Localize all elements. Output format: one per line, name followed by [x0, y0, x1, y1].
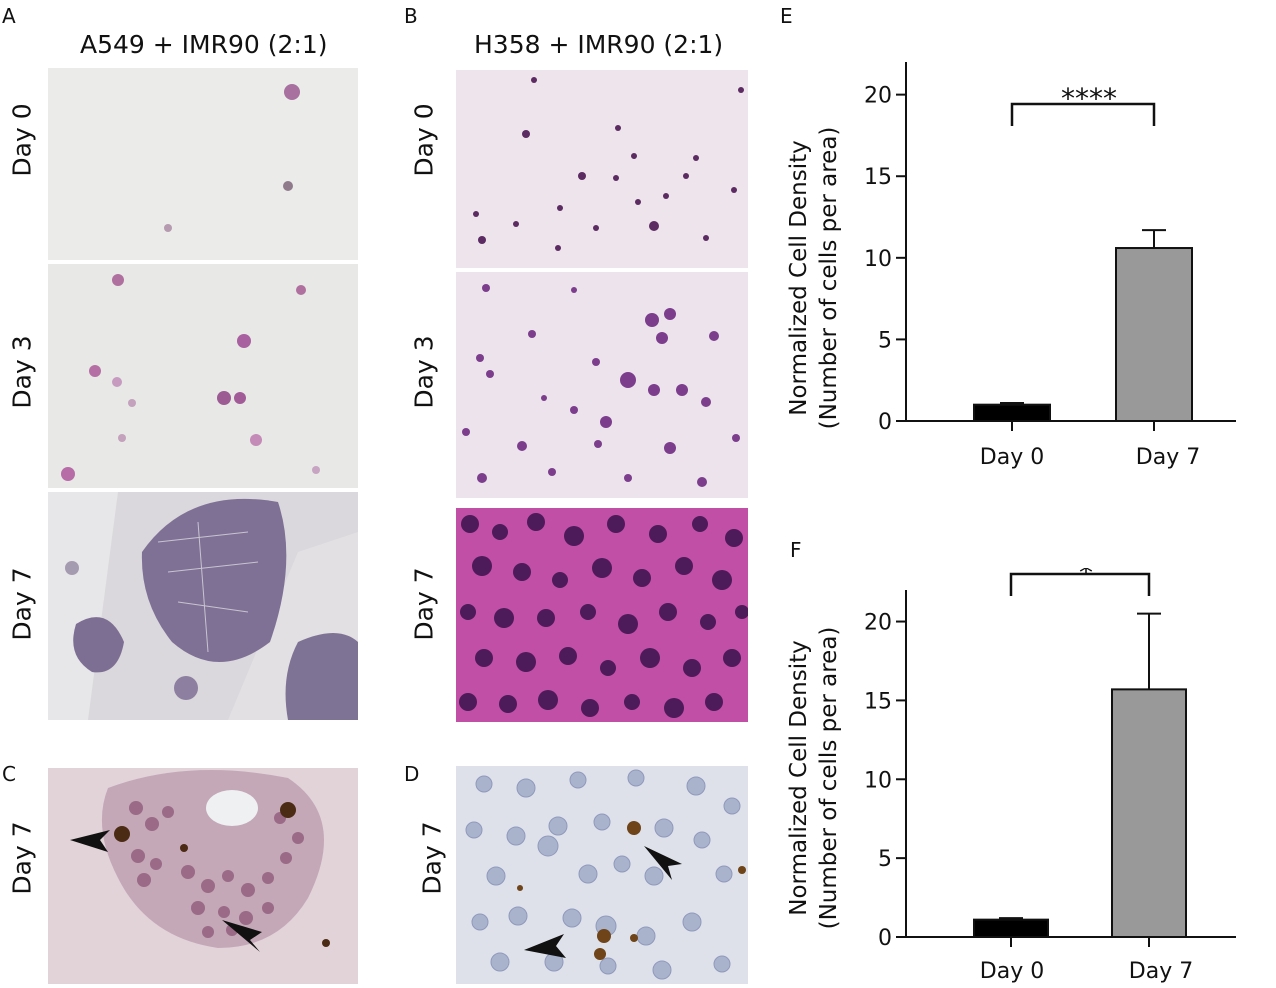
chart-f-ytick-label-0: 0: [878, 926, 892, 951]
chart-e-xtick-day0: Day 0: [980, 445, 1044, 470]
chart-f-bar-day7: [1111, 688, 1187, 938]
micrograph-a-day0: [48, 68, 358, 260]
panel-b-row-label-day3: Day 3: [409, 335, 439, 409]
chart-f-bar-day0: [973, 918, 1049, 938]
chart-f-significance-bracket: [1009, 572, 1151, 596]
chart-e: Normalized Cell Density (Number of cells…: [776, 40, 1272, 480]
micrograph-b-day0: [456, 70, 748, 268]
panel-a-row-label-day3: Day 3: [7, 335, 37, 409]
chart-e-ylabel-line2: (Number of cells per area): [816, 127, 842, 430]
micrograph-c-day7: [48, 768, 358, 984]
chart-e-bar-day7: [1115, 247, 1193, 422]
panel-letter-b: B: [404, 4, 418, 28]
chart-f: Normalized Cell Density (Number of cells…: [776, 568, 1272, 988]
chart-f-ytick-label-20: 20: [864, 611, 892, 636]
chart-f-xtick-day7: Day 7: [1129, 959, 1193, 984]
chart-f-ytick-label-5: 5: [878, 847, 892, 872]
micrograph-a-day3: [48, 264, 358, 488]
chart-e-bar-day0: [973, 403, 1051, 423]
panel-b-row-label-day7: Day 7: [409, 567, 439, 641]
panel-a-row-label-day0: Day 0: [7, 103, 37, 177]
micrograph-a-day7: [48, 492, 358, 720]
chart-e-significance: ****: [1061, 82, 1117, 115]
panel-letter-e: E: [780, 4, 793, 28]
panel-letter-f: F: [790, 538, 802, 562]
panel-b-row-label-day0: Day 0: [409, 103, 439, 177]
chart-e-ytick-label-20: 20: [864, 84, 892, 109]
micrograph-d-day7: [456, 766, 748, 984]
panel-c-row-label: Day 7: [7, 821, 37, 895]
chart-f-ylabel-line1: Normalized Cell Density: [786, 640, 812, 915]
chart-e-xtick-day7: Day 7: [1136, 445, 1200, 470]
chart-f-ylabel-line2: (Number of cells per area): [816, 627, 842, 930]
panel-a-row-label-day7: Day 7: [7, 567, 37, 641]
chart-f-significance: *: [1079, 568, 1093, 589]
panel-a-title: A549 + IMR90 (2:1): [80, 30, 328, 59]
panel-letter-d: D: [404, 762, 420, 786]
chart-e-ytick-label-10: 10: [864, 247, 892, 272]
chart-e-ytick-label-0: 0: [878, 410, 892, 435]
chart-f-xtick-day0: Day 0: [980, 959, 1044, 984]
panel-letter-a: A: [2, 4, 16, 28]
chart-f-ytick-label-10: 10: [864, 768, 892, 793]
micrograph-b-day3: [456, 272, 748, 498]
chart-f-ytick-label-15: 15: [864, 689, 892, 714]
chart-e-ytick-label-5: 5: [878, 328, 892, 353]
micrograph-b-day7: [456, 508, 748, 722]
panel-b-title: H358 + IMR90 (2:1): [474, 30, 724, 59]
chart-e-significance-bracket: [1010, 102, 1156, 126]
chart-e-ytick-label-15: 15: [864, 165, 892, 190]
panel-d-row-label: Day 7: [417, 821, 447, 895]
chart-e-ylabel-line1: Normalized Cell Density: [786, 140, 812, 415]
panel-letter-c: C: [2, 762, 16, 786]
